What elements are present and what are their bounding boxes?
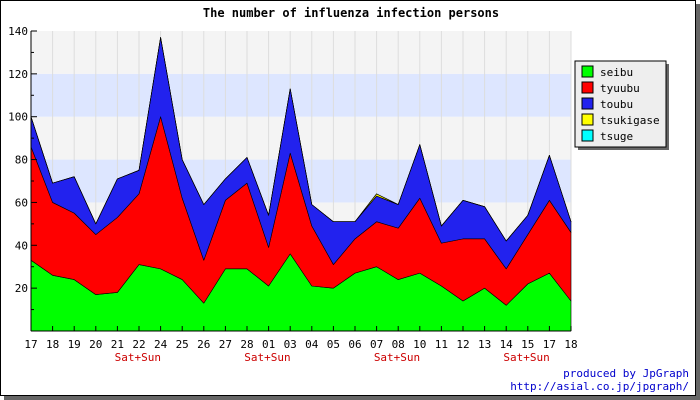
x-tick-label: 28: [240, 338, 253, 351]
legend-swatch-tyuubu: [581, 81, 594, 94]
x-tick-label: 01: [262, 338, 275, 351]
x-tick-label: 15: [521, 338, 534, 351]
x-tick-label: 22: [132, 338, 145, 351]
x-tick-labels: 17 18 19 20 21 22 24 25 26 27 28 01 03 04 05 06 07 08 10 11…: [24, 338, 577, 351]
y-tick-label: 20: [15, 282, 28, 295]
chart-svg: The number of influenza infection person…: [8, 6, 689, 393]
x-tick-label: 10: [413, 338, 426, 351]
legend-swatch-toubu: [581, 97, 594, 110]
legend-label-seibu: seibu: [600, 66, 633, 79]
x-tick-label: 18: [564, 338, 577, 351]
x-tick-label: 08: [392, 338, 405, 351]
weekend-label: Sat+Sun: [503, 351, 549, 364]
x-tick-label: 17: [543, 338, 556, 351]
y-tick-label: 40: [15, 239, 28, 252]
legend-label-toubu: toubu: [600, 98, 633, 111]
x-tick-label: 27: [219, 338, 232, 351]
legend-swatch-seibu: [581, 65, 594, 78]
x-tick-label: 06: [348, 338, 361, 351]
x-tick-label: 18: [46, 338, 59, 351]
y-tick-labels: 20 40 60 80 100 120 140: [8, 25, 28, 295]
x-tick-label: 13: [478, 338, 491, 351]
x-tick-label: 04: [305, 338, 319, 351]
x-tick-label: 24: [154, 338, 168, 351]
axes: [30, 30, 572, 332]
x-tick-label: 03: [284, 338, 297, 351]
y-tick-label: 140: [8, 25, 28, 38]
weekend-label: Sat+Sun: [244, 351, 290, 364]
weekend-label: Sat+Sun: [115, 351, 161, 364]
x-tick-label: 21: [111, 338, 124, 351]
x-tick-label: 11: [435, 338, 448, 351]
x-tick-label: 19: [68, 338, 81, 351]
x-tick-label: 14: [500, 338, 514, 351]
x-tick-label: 17: [24, 338, 37, 351]
legend-label-tyuubu: tyuubu: [600, 82, 640, 95]
x-tick-label: 25: [176, 338, 189, 351]
weekend-labels: Sat+Sun Sat+Sun Sat+Sun Sat+Sun: [115, 351, 550, 364]
band: [31, 73, 571, 117]
legend: seibu tyuubu toubu tsukigase tsuge: [574, 60, 669, 150]
credit-line-2: http://asial.co.jp/jpgraph/: [510, 380, 689, 393]
legend-swatch-tsukigase: [581, 113, 594, 126]
x-tick-label: 26: [197, 338, 210, 351]
stacked-areas: [30, 37, 572, 332]
y-tick-label: 100: [8, 111, 28, 124]
legend-label-tsukigase: tsukigase: [600, 114, 660, 127]
y-tick-label: 60: [15, 196, 28, 209]
legend-swatch-tsuge: [581, 129, 594, 142]
y-tick-label: 80: [15, 154, 28, 167]
x-tick-label: 07: [370, 338, 383, 351]
y-tick-label: 120: [8, 68, 28, 81]
chart-title: The number of influenza infection person…: [203, 6, 499, 20]
x-tick-label: 20: [89, 338, 102, 351]
area-tsuge: [30, 37, 572, 242]
weekend-label: Sat+Sun: [374, 351, 420, 364]
legend-label-tsuge: tsuge: [600, 130, 633, 143]
band: [31, 31, 571, 74]
credit-line-1: produced by JpGraph: [563, 367, 689, 380]
x-tick-label: 05: [327, 338, 340, 351]
x-tick-label: 12: [456, 338, 469, 351]
